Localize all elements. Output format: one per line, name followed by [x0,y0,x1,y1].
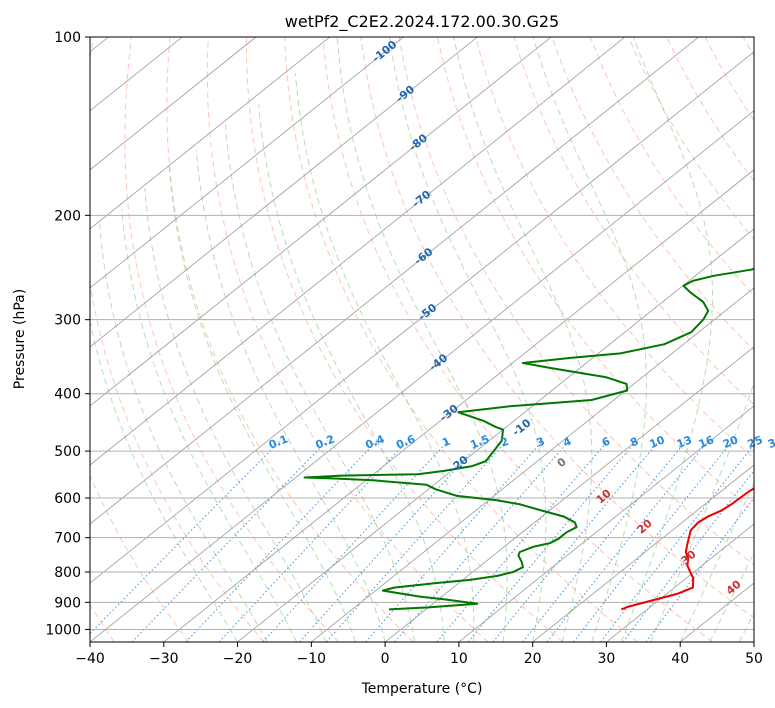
isotherm-line [237,228,754,642]
dry-adiabat-line [360,37,754,619]
mixing-ratio-line [218,440,409,642]
mixing-ratio-label: 16 [697,433,716,451]
y-tick-label: 300 [54,313,81,329]
x-tick-label: −30 [149,651,179,667]
x-tick-label: 30 [598,651,616,667]
isotherm-line [90,37,331,230]
y-tick-label: 1000 [45,622,81,638]
mixing-ratio-line [131,440,328,642]
dewpoint-line [303,267,754,611]
moist-adiabat-line [532,37,647,642]
y-axis: 100 200 300 400 500 600 700 800 900 1000 [45,30,90,638]
dry-adiabat-line [398,37,754,566]
dry-adiabat-line [245,37,564,642]
dry-adiabat-line [124,37,339,642]
chart-title: wetPf2_C2E2.2024.172.00.30.G25 [285,12,559,32]
moist-adiabat-line [620,37,713,642]
x-tick-label: 50 [745,651,763,667]
y-tick-label: 400 [54,387,81,403]
mixing-ratio-line [365,440,544,642]
dry-adiabat-line [90,474,190,642]
dry-adiabat-line [284,37,639,642]
x-axis: −40 −30 −20 −10 0 10 20 30 40 50 [75,642,763,667]
y-tick-label: 200 [54,208,81,224]
y-axis-label: Pressure (hPa) [12,289,28,389]
plot-frame [89,36,755,643]
moist-adiabat-line [650,381,754,642]
isotherm-line [90,37,257,171]
moist-adiabat-line [144,188,327,642]
mixing-ratio-label: 3 [535,435,547,450]
isotherm-line [311,287,754,642]
dry-adiabat-line [90,37,265,642]
mixing-ratio-label: 8 [628,435,640,450]
moist-adiabat-line [679,481,754,642]
mixing-ratio-label: 10 [647,433,666,451]
isotherm-line [163,169,754,642]
x-tick-label: 0 [381,651,390,667]
isotherm-line [458,405,754,642]
y-tick-label: 600 [54,491,81,507]
mixing-ratio-line [522,440,687,642]
y-tick-label: 800 [54,565,81,581]
moist-adiabat-line [99,221,268,642]
isotherm-line [90,110,754,642]
x-tick-label: 40 [671,651,689,667]
isotherm-line [90,37,626,466]
chart-grid [90,37,754,642]
isotherm-line [90,37,699,525]
mixing-ratio-line [492,440,660,642]
isotherm-line [90,51,754,584]
moist-adiabat-line [90,318,239,642]
mixing-ratio-line [326,440,508,642]
isotherm-line [532,464,754,642]
x-tick-label: −10 [297,651,327,667]
temperature-line [621,487,754,611]
isotherm-line [606,523,754,642]
x-axis-label: Temperature (°C) [361,681,483,697]
mixing-ratio-label: 20 [721,433,740,451]
y-tick-label: 900 [54,595,81,611]
x-tick-label: 20 [524,651,542,667]
mixing-ratio-label: 2 [499,435,511,450]
x-tick-label: 10 [450,651,468,667]
mixing-ratio-label: 13 [675,433,694,451]
chart-series [303,267,754,611]
isotherm-line [384,346,754,642]
isotherm-line [90,37,552,407]
isotherm-line [90,37,478,348]
moist-adiabat-line [294,72,475,642]
mixing-ratio-line [299,440,483,642]
y-tick-label: 500 [54,444,81,460]
moist-adiabat-line [453,37,593,642]
y-tick-label: 100 [54,30,81,46]
x-tick-label: −20 [223,651,253,667]
x-tick-label: −40 [75,651,105,667]
mixing-ratio-line [185,440,378,642]
mixing-ratio-label: 25 [746,433,765,451]
y-tick-label: 700 [54,531,81,547]
mixing-ratio-line [573,440,734,642]
moist-adiabat-line [168,165,357,642]
mixing-ratio-line [645,497,754,642]
moist-adiabat-line [121,208,298,642]
moist-adiabat-line [389,37,547,642]
dry-adiabat-line [322,37,713,642]
moist-adiabat-line [258,104,445,642]
isotherm-line [90,37,404,289]
mixing-ratio-line [90,440,281,635]
mixing-ratio-label: 1 [440,435,452,450]
moist-adiabat-line [336,37,508,642]
moist-adiabat-line [225,123,416,642]
mixing-ratio-line [262,440,449,642]
mixing-ratio-label: 30 [766,433,775,451]
